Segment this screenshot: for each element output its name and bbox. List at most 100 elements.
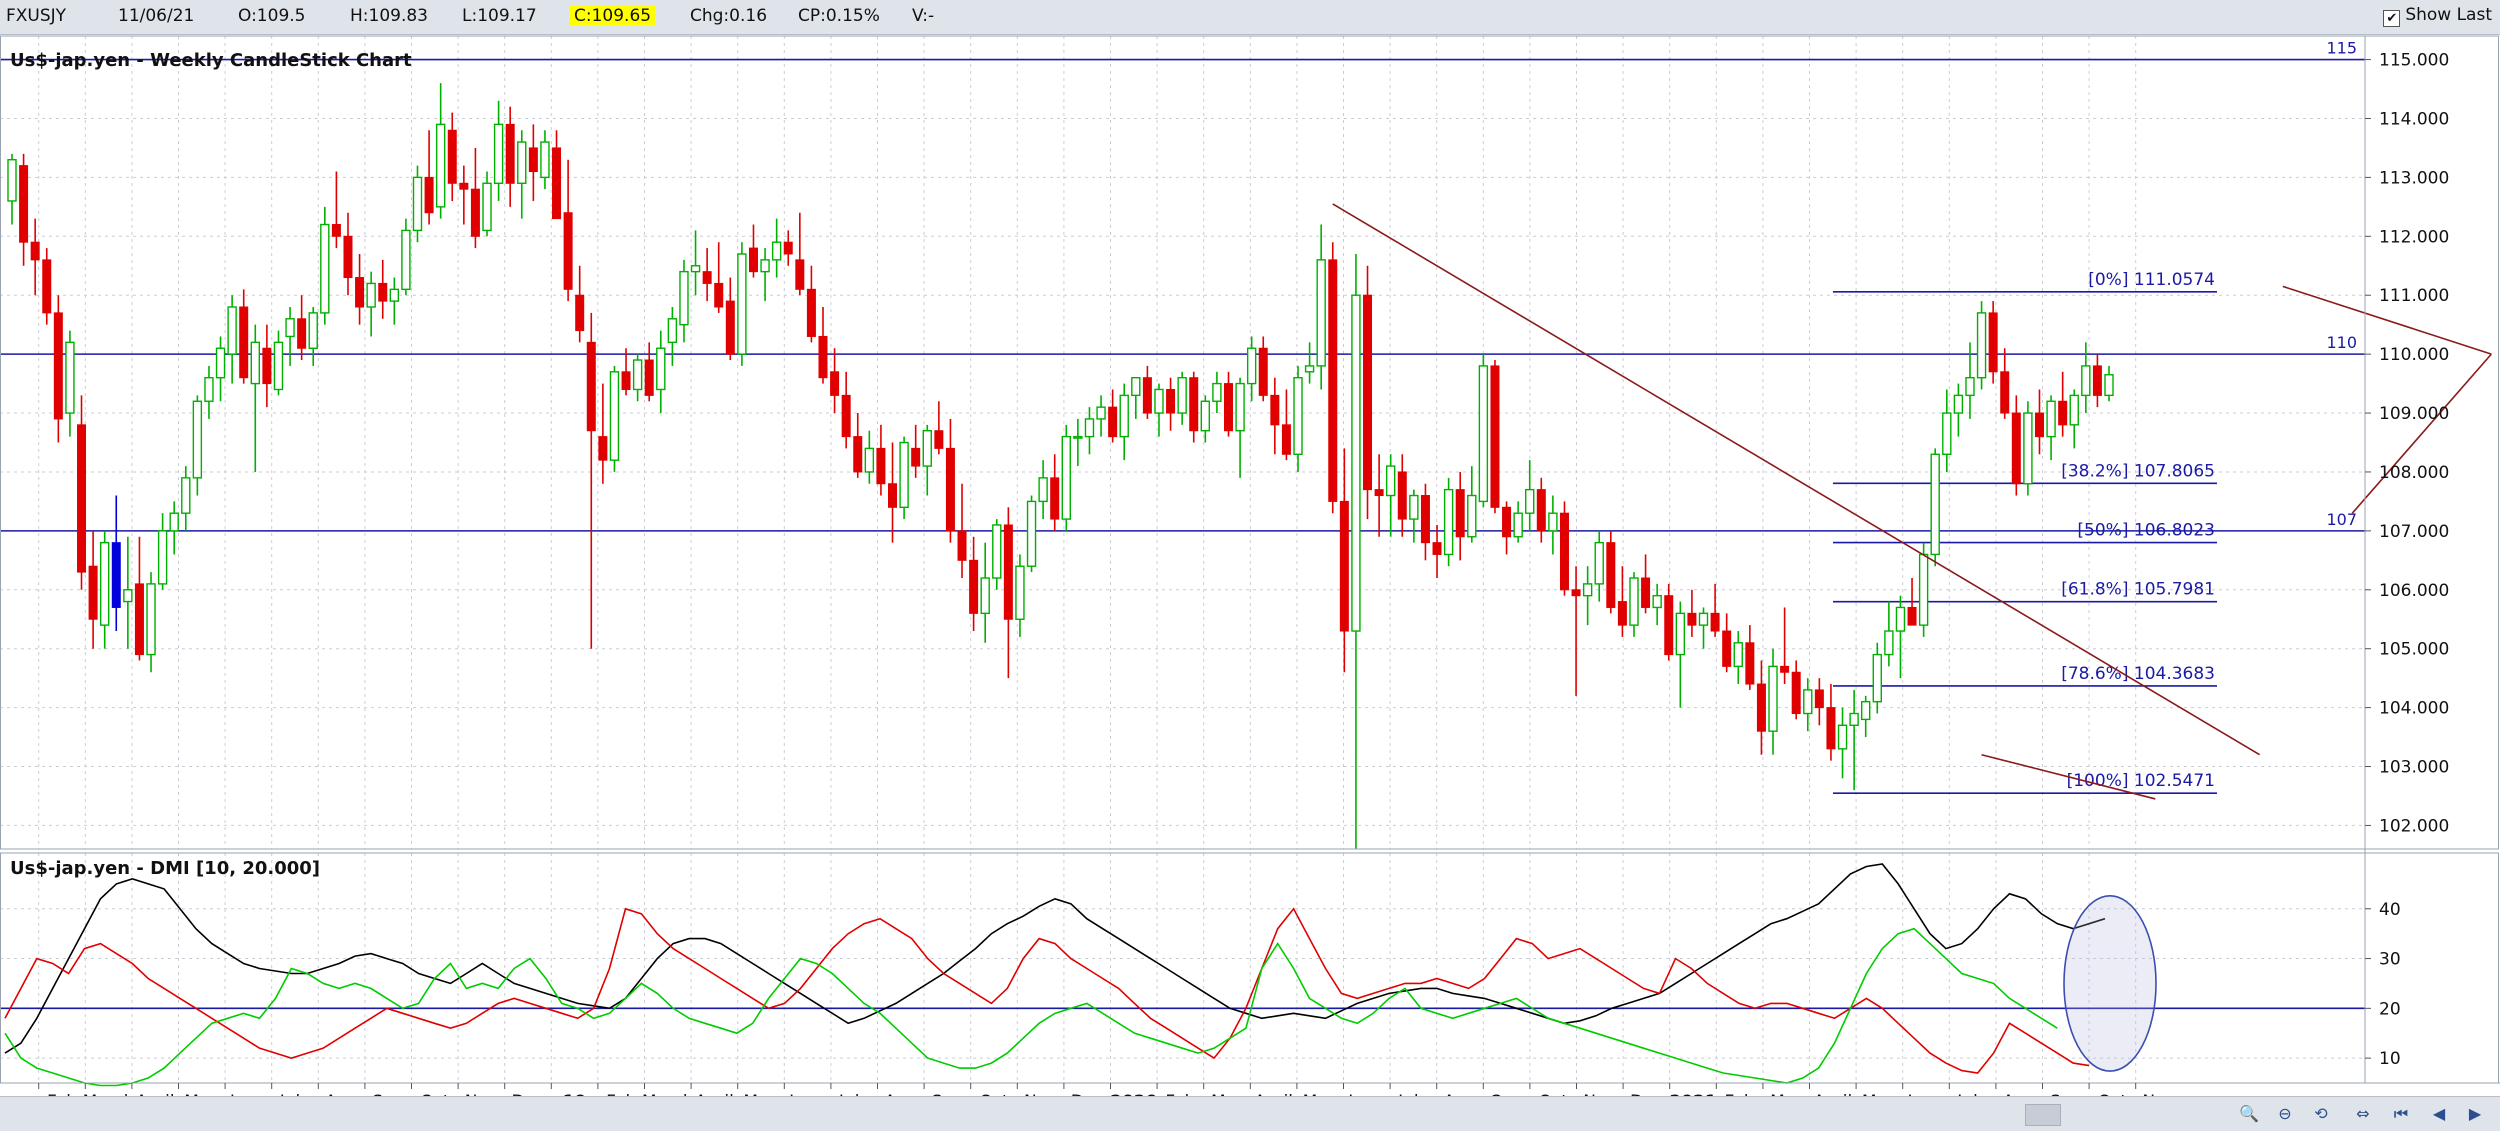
low-value: L:109.17 xyxy=(462,6,537,26)
price-tick-label: 109.000 xyxy=(2379,404,2449,424)
time-tick-label: May xyxy=(1303,1092,1338,1096)
trend-line xyxy=(2282,285,2492,355)
candle-body xyxy=(1976,312,1987,379)
time-tick-label: Oct xyxy=(420,1092,450,1096)
indicator-tick-label: 40 xyxy=(2379,900,2401,920)
high-value: H:109.83 xyxy=(350,6,428,26)
candle-body xyxy=(841,394,851,438)
candle-body xyxy=(575,294,585,332)
candle-body xyxy=(1177,376,1187,414)
candle-body xyxy=(1814,689,1824,709)
candle-body xyxy=(134,583,144,656)
candle-body xyxy=(1200,400,1211,432)
candle-body xyxy=(123,589,133,603)
candle-body xyxy=(1722,630,1732,667)
time-tick-label: Oct xyxy=(2098,1092,2128,1096)
candle-body xyxy=(262,347,272,385)
candle-body xyxy=(714,282,724,308)
indicator-tick-label: 30 xyxy=(2379,950,2401,970)
time-tick-label: April xyxy=(1813,1092,1852,1096)
price-panel-frame xyxy=(0,35,2499,850)
candle-body xyxy=(412,176,423,232)
candle-body xyxy=(1918,553,1929,626)
scroll-left-icon[interactable]: ◀ xyxy=(2432,1104,2446,1123)
horizontal-line-label: 110 xyxy=(2326,333,2357,352)
candle-body xyxy=(146,583,156,656)
jump-start-icon[interactable]: ⏮ xyxy=(2393,1104,2409,1123)
price-tick-label: 103.000 xyxy=(2379,758,2449,778)
price-tick-label: 115.000 xyxy=(2379,51,2449,71)
candle-body xyxy=(1351,294,1361,632)
candle-body xyxy=(505,123,515,184)
candle-body xyxy=(1119,394,1129,438)
time-tick-label: Nov xyxy=(1583,1092,1616,1096)
candle-body xyxy=(1837,724,1848,750)
scrollbar-thumb[interactable] xyxy=(2025,1104,2061,1126)
time-tick-label: Feb xyxy=(1725,1092,1755,1096)
candle-body xyxy=(2000,371,2010,414)
scroll-right-icon[interactable]: ▶ xyxy=(2468,1104,2482,1123)
candle-body xyxy=(1942,412,1952,455)
scroll-both-icon[interactable]: ⇔ xyxy=(2356,1104,2370,1123)
time-tick-label: Dec xyxy=(512,1092,545,1096)
candle-body xyxy=(1270,394,1280,426)
candle-body xyxy=(459,182,469,190)
candle-body xyxy=(343,235,353,279)
candle-body xyxy=(1710,612,1720,632)
candle-body xyxy=(1455,489,1465,538)
zoom-out-icon[interactable]: ⊖ xyxy=(2278,1104,2292,1123)
horizontal-line-label: 107 xyxy=(2326,510,2357,529)
candle-body xyxy=(1073,435,1083,439)
candle-body xyxy=(1525,488,1535,514)
show-last-checkbox[interactable]: ✔ Show Last xyxy=(2383,5,2492,27)
candle-body xyxy=(1953,394,1964,414)
fib-level-label: [38.2%] 107.8065 xyxy=(2061,461,2215,481)
time-tick-label: Nov xyxy=(2142,1092,2175,1096)
candle-body xyxy=(1687,612,1697,626)
time-tick-label: Oct xyxy=(1538,1092,1568,1096)
time-tick-label: July xyxy=(279,1092,311,1096)
candle-body xyxy=(1606,542,1616,608)
candle-body xyxy=(1884,630,1894,656)
indicator-title: Us$-jap.yen - DMI [10, 20.000] xyxy=(10,858,320,879)
candle-body xyxy=(2034,412,2044,438)
reset-view-icon[interactable]: ⟲ xyxy=(2314,1104,2328,1123)
candle-body xyxy=(2046,400,2056,438)
candle-body xyxy=(1246,347,1257,385)
axes: 102.000 103.000 104.000 105.000 106.000 107.0… xyxy=(0,35,2500,1096)
zoom-in-icon[interactable]: 🔍 xyxy=(2239,1104,2259,1123)
candle-body xyxy=(19,165,29,243)
candle-body xyxy=(1420,495,1430,544)
candle-body xyxy=(586,341,596,432)
candle-body xyxy=(111,542,121,608)
price-tick-label: 105.000 xyxy=(2379,640,2449,660)
candle-body xyxy=(389,288,400,302)
time-tick-label: 2020 xyxy=(1110,1092,1157,1096)
candle-body xyxy=(1339,500,1349,632)
indicator-tick-label: 20 xyxy=(2379,999,2401,1019)
candle-body xyxy=(1490,365,1500,508)
candle-body xyxy=(65,341,75,414)
candle-body xyxy=(853,436,863,473)
candle-body xyxy=(1432,542,1442,555)
candle-body xyxy=(1536,489,1546,532)
candle-body xyxy=(1363,294,1373,491)
change-value: Chg:0.16 xyxy=(690,6,768,26)
time-tick-label: April xyxy=(136,1092,175,1096)
candle-body xyxy=(563,212,573,290)
candlesticks xyxy=(7,83,2114,849)
candle-body xyxy=(1003,524,1013,620)
candle-body xyxy=(1849,712,1859,726)
candle-body xyxy=(1733,642,1743,668)
candle-body xyxy=(1756,683,1766,732)
candle-body xyxy=(1861,701,1871,721)
candle-body xyxy=(1374,489,1384,497)
candle-body xyxy=(748,247,758,273)
time-tick-label: Feb xyxy=(47,1092,77,1096)
navigation-bar: 🔍 ⊖ ⟲ ⇔ ⏮ ◀ ▶ xyxy=(0,1096,2500,1131)
close-value: C:109.65 xyxy=(570,6,656,26)
candle-body xyxy=(899,441,909,509)
candle-body xyxy=(1189,377,1199,432)
candle-body xyxy=(1061,435,1071,520)
symbol-label: FXUSJY xyxy=(6,6,67,26)
